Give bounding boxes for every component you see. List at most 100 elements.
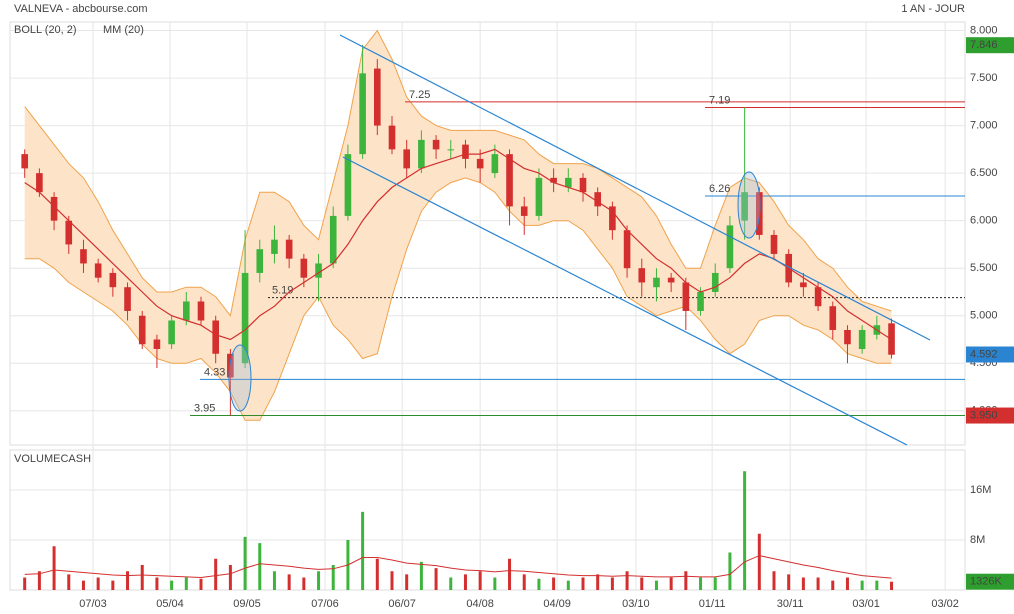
price-label-box xyxy=(966,37,1014,54)
candle-body xyxy=(432,139,440,150)
candle-body xyxy=(124,287,131,311)
volume-bar xyxy=(669,577,673,590)
bollinger-upper xyxy=(24,29,892,317)
level-label: 6.26 xyxy=(709,183,730,195)
candle-body xyxy=(550,177,557,183)
candle-body xyxy=(594,192,601,207)
x-tick-label: 06/07 xyxy=(388,598,416,610)
volume-bar xyxy=(405,574,409,590)
candle-body xyxy=(741,192,748,221)
volume-bar xyxy=(419,561,423,590)
candle-body xyxy=(344,154,352,216)
volume-bar xyxy=(155,577,159,590)
volume-bar xyxy=(317,571,321,590)
volume-bar xyxy=(699,577,703,590)
volume-bar xyxy=(537,578,541,590)
candle-body xyxy=(109,272,117,288)
level-label: 3.95 xyxy=(194,402,215,414)
candle-body xyxy=(800,282,807,288)
candle-body xyxy=(153,339,161,349)
volume-bar xyxy=(522,574,526,590)
candle-body xyxy=(506,154,513,207)
volume-bar xyxy=(596,574,600,590)
x-tick-label: 07/03 xyxy=(79,598,107,610)
y-tick-label: 5.000 xyxy=(970,310,998,322)
volume-bar xyxy=(816,577,820,590)
volume-bar xyxy=(654,580,658,590)
volume-bar xyxy=(757,533,761,590)
candle-body xyxy=(315,263,322,278)
candle-body xyxy=(491,154,499,174)
candle-body xyxy=(844,329,851,345)
volume-bar xyxy=(140,565,144,590)
volume-bar xyxy=(610,577,614,590)
candle-body xyxy=(418,139,425,169)
volume-bar xyxy=(126,571,130,590)
volume-bar xyxy=(111,580,115,590)
candle-body xyxy=(638,268,646,283)
candle-body xyxy=(50,196,58,221)
volume-bar xyxy=(375,558,379,590)
volume-bar xyxy=(845,577,849,590)
bollinger-fill xyxy=(24,30,892,421)
candle-body xyxy=(241,272,249,364)
x-tick-label: 03/02 xyxy=(931,598,959,610)
y-tick-label: 6.000 xyxy=(970,215,998,227)
candle-body xyxy=(359,73,366,155)
volume-bar xyxy=(52,546,56,590)
candle-body xyxy=(579,177,587,193)
candle-body xyxy=(711,272,719,292)
y-tick-label: 5.500 xyxy=(970,262,998,274)
candle-body xyxy=(535,177,543,216)
x-tick-label: 03/01 xyxy=(852,598,880,610)
volume-bar xyxy=(184,577,188,590)
candle-body xyxy=(168,320,175,345)
volume-bar xyxy=(23,577,27,590)
candle-body xyxy=(858,329,866,349)
volume-bar xyxy=(713,577,717,590)
candle-body xyxy=(21,154,28,169)
candle-body xyxy=(682,282,690,311)
trend-channel-upper xyxy=(339,34,931,341)
candle-body xyxy=(94,263,102,278)
bollinger-lower xyxy=(24,177,892,421)
level-label: 7.25 xyxy=(409,89,430,101)
candle-body xyxy=(285,239,293,259)
volume-title: VOLUMECASH xyxy=(14,453,91,465)
candle-body xyxy=(726,225,734,269)
volume-bar xyxy=(831,580,835,590)
candle-body xyxy=(770,234,778,254)
volume-bar xyxy=(228,565,232,590)
price-label: 7.846 xyxy=(970,39,998,51)
candle-body xyxy=(227,353,234,378)
volume-bar xyxy=(493,577,497,590)
x-tick-label: 30/11 xyxy=(777,598,804,610)
legend-ma: MM (20) xyxy=(103,24,144,36)
price-label-box xyxy=(966,407,1014,424)
price-label: 4.592 xyxy=(970,348,998,360)
volume-bar xyxy=(728,552,732,590)
candle-body xyxy=(65,220,73,245)
candle-body xyxy=(520,206,528,216)
volume-bar xyxy=(67,574,71,590)
candle-body xyxy=(138,315,146,345)
volume-bar xyxy=(96,577,100,590)
volume-last-box xyxy=(966,573,1014,590)
x-tick-label: 05/04 xyxy=(156,598,184,610)
volume-tick-label: 16M xyxy=(970,484,991,496)
candle-body xyxy=(829,306,837,330)
volume-panel xyxy=(9,449,966,591)
volume-bar xyxy=(508,558,512,590)
volume-bar xyxy=(860,580,864,590)
volume-bar xyxy=(361,511,365,590)
volume-bar xyxy=(478,571,482,590)
ma-line xyxy=(24,148,892,341)
volume-bar xyxy=(214,558,218,590)
y-tick-label: 6.500 xyxy=(970,167,998,179)
volume-bar xyxy=(684,571,688,590)
candle-body xyxy=(80,249,87,264)
volume-bar xyxy=(37,571,41,590)
volume-bar xyxy=(258,543,262,590)
x-tick-label: 01/11 xyxy=(699,598,726,610)
